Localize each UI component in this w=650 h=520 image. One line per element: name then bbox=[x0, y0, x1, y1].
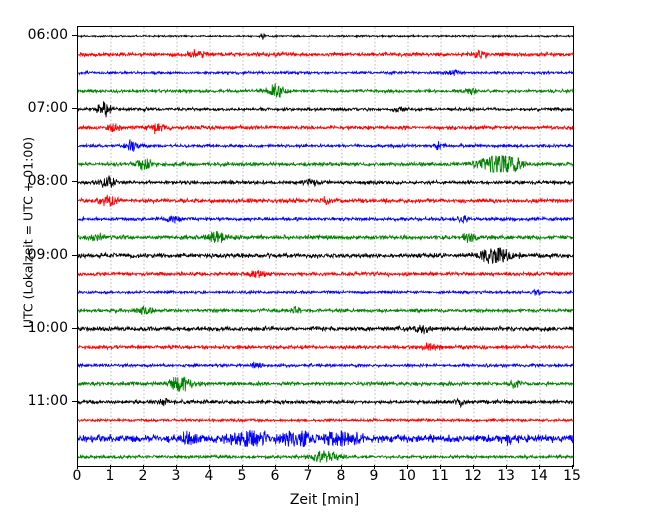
trace-10-45 bbox=[78, 376, 573, 392]
x-tick-12 bbox=[473, 465, 474, 469]
y-tick-08-00 bbox=[72, 181, 77, 183]
grid-lines bbox=[110, 27, 541, 466]
x-tick-3 bbox=[176, 465, 177, 469]
x-tick-label-11: 11 bbox=[431, 468, 449, 484]
x-tick-label-8: 8 bbox=[336, 468, 346, 484]
trace-07-45 bbox=[78, 154, 573, 173]
x-tick-label-4: 4 bbox=[204, 468, 214, 484]
y-tick-label-10-00: 10:00 bbox=[27, 319, 68, 336]
trace-07-00 bbox=[78, 101, 573, 118]
x-tick-1 bbox=[110, 465, 111, 469]
trace-09-15 bbox=[78, 270, 573, 279]
trace-09-30 bbox=[78, 288, 573, 296]
y-tick-label-11-00: 11:00 bbox=[27, 392, 68, 409]
trace-06-30 bbox=[78, 69, 573, 76]
x-tick-10 bbox=[407, 465, 408, 469]
trace-07-30 bbox=[78, 139, 573, 152]
x-tick-label-3: 3 bbox=[171, 468, 181, 484]
trace-06-45 bbox=[78, 83, 573, 98]
x-tick-label-9: 9 bbox=[369, 468, 379, 484]
y-tick-label-08-00: 08:00 bbox=[27, 173, 68, 190]
y-tick-label-07-00: 07:00 bbox=[27, 100, 68, 117]
x-tick-label-13: 13 bbox=[497, 468, 515, 484]
trace-06-00 bbox=[78, 32, 573, 40]
y-tick-06-00 bbox=[72, 35, 77, 37]
trace-08-00 bbox=[78, 175, 573, 188]
x-tick-15 bbox=[572, 465, 573, 469]
x-tick-8 bbox=[341, 465, 342, 469]
trace-06-15 bbox=[78, 49, 573, 60]
trace-08-30 bbox=[78, 215, 573, 224]
x-tick-label-7: 7 bbox=[303, 468, 313, 484]
x-tick-label-1: 1 bbox=[105, 468, 115, 484]
y-tick-label-06-00: 06:00 bbox=[27, 27, 68, 44]
x-tick-label-12: 12 bbox=[464, 468, 482, 484]
x-tick-label-5: 5 bbox=[237, 468, 247, 484]
y-tick-11-00 bbox=[72, 400, 77, 402]
y-tick-label-09-00: 09:00 bbox=[27, 246, 68, 263]
trace-10-30 bbox=[78, 361, 573, 369]
x-tick-13 bbox=[506, 465, 507, 469]
trace-11-15 bbox=[78, 416, 573, 424]
trace-11-30 bbox=[78, 429, 573, 448]
x-tick-6 bbox=[275, 465, 276, 469]
trace-11-45 bbox=[78, 450, 573, 463]
trace-09-00 bbox=[78, 247, 573, 265]
x-tick-label-10: 10 bbox=[398, 468, 416, 484]
x-tick-7 bbox=[308, 465, 309, 469]
x-tick-5 bbox=[242, 465, 243, 469]
x-tick-label-0: 0 bbox=[72, 468, 82, 484]
plot-area bbox=[77, 26, 574, 467]
x-tick-4 bbox=[209, 465, 210, 469]
trace-09-45 bbox=[78, 305, 573, 316]
seismogram-traces bbox=[78, 32, 573, 463]
x-tick-label-14: 14 bbox=[530, 468, 548, 484]
x-tick-label-15: 15 bbox=[563, 468, 581, 484]
y-tick-10-00 bbox=[72, 327, 77, 329]
y-tick-09-00 bbox=[72, 254, 77, 256]
x-tick-11 bbox=[440, 465, 441, 469]
trace-07-15 bbox=[78, 123, 573, 135]
x-tick-label-6: 6 bbox=[270, 468, 280, 484]
trace-11-00 bbox=[78, 397, 573, 409]
x-tick-label-2: 2 bbox=[138, 468, 148, 484]
x-tick-0 bbox=[77, 465, 78, 469]
x-axis-label: Zeit [min] bbox=[289, 492, 360, 508]
trace-10-00 bbox=[78, 324, 573, 335]
x-tick-14 bbox=[539, 465, 540, 469]
trace-08-15 bbox=[78, 194, 573, 207]
y-tick-07-00 bbox=[72, 108, 77, 110]
x-tick-2 bbox=[143, 465, 144, 469]
trace-10-15 bbox=[78, 342, 573, 352]
x-tick-9 bbox=[374, 465, 375, 469]
trace-08-45 bbox=[78, 231, 573, 243]
